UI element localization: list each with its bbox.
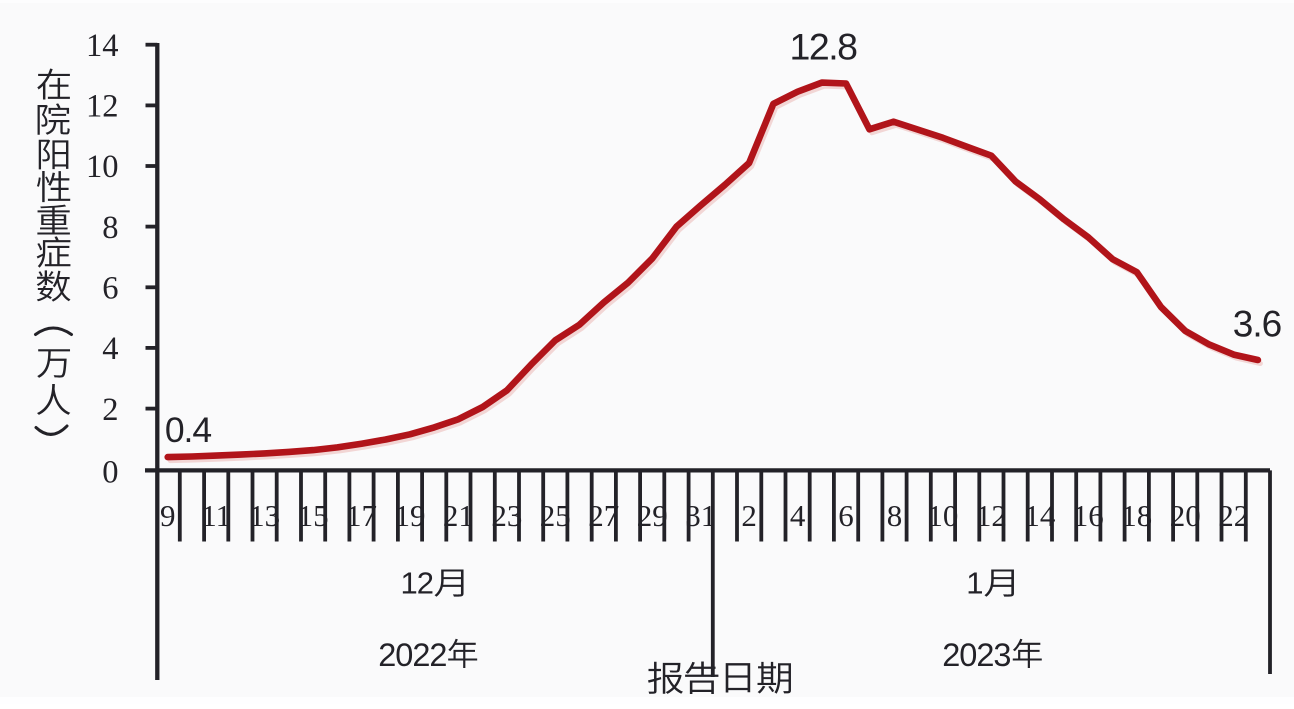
svg-text:6: 6 — [102, 271, 118, 307]
svg-text:16: 16 — [1073, 498, 1104, 533]
svg-text:2: 2 — [102, 392, 118, 428]
svg-text:29: 29 — [637, 498, 668, 533]
svg-text:19: 19 — [395, 498, 426, 533]
svg-text:4: 4 — [790, 498, 806, 533]
svg-text:10: 10 — [86, 149, 119, 185]
svg-text:2022: 2022 — [378, 637, 446, 673]
svg-text:22: 22 — [1218, 498, 1249, 533]
svg-text:14: 14 — [86, 28, 119, 64]
svg-text:9: 9 — [160, 498, 176, 533]
svg-text:13: 13 — [249, 498, 280, 533]
svg-text:12: 12 — [976, 498, 1007, 533]
svg-text:20: 20 — [1170, 498, 1201, 533]
svg-text:23: 23 — [491, 498, 522, 533]
svg-text:0: 0 — [102, 455, 118, 491]
svg-text:31: 31 — [685, 498, 716, 533]
svg-text:12: 12 — [86, 89, 119, 125]
svg-text:10: 10 — [927, 498, 958, 533]
svg-text:1: 1 — [966, 566, 982, 601]
svg-text:12.8: 12.8 — [790, 26, 858, 68]
svg-text:8: 8 — [102, 210, 118, 246]
svg-text:11: 11 — [201, 498, 231, 533]
svg-text:12: 12 — [401, 566, 433, 601]
svg-text:8: 8 — [887, 498, 903, 533]
svg-text:18: 18 — [1121, 498, 1152, 533]
svg-text:15: 15 — [298, 498, 329, 533]
svg-text:2: 2 — [741, 498, 757, 533]
svg-text:27: 27 — [588, 498, 619, 533]
svg-text:17: 17 — [346, 498, 377, 533]
svg-text:21: 21 — [443, 498, 474, 533]
svg-text:0.4: 0.4 — [165, 410, 212, 450]
svg-text:6: 6 — [838, 498, 854, 533]
svg-text:2023: 2023 — [942, 637, 1010, 673]
svg-text:3.6: 3.6 — [1233, 304, 1281, 345]
svg-text:4: 4 — [102, 331, 118, 367]
svg-text:14: 14 — [1024, 498, 1056, 533]
svg-text:25: 25 — [540, 498, 571, 533]
